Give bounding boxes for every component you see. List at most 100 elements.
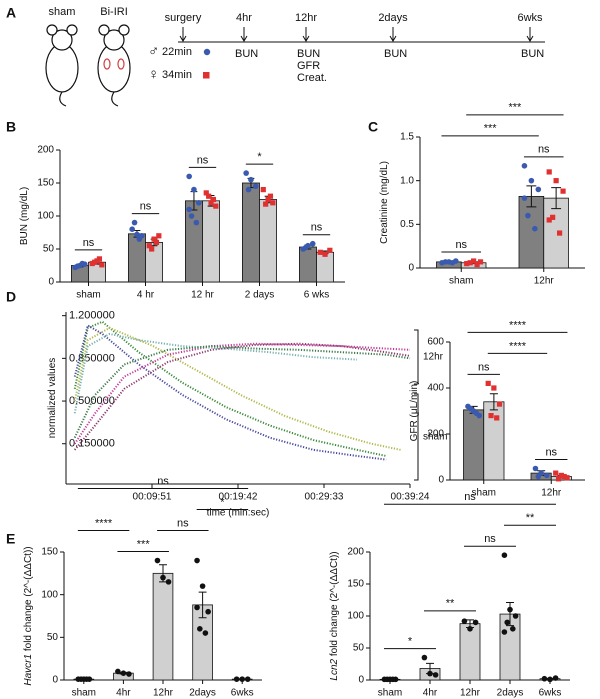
panel-label: A [6,5,16,21]
y-tick-label: 200 [37,145,54,156]
data-point [188,213,195,219]
data-point [521,163,528,169]
data-point [471,258,477,264]
x-tick-label: 2 days [245,290,274,301]
data-point [96,256,103,262]
data-point [309,240,316,247]
y-tick-label: 400 [427,383,444,394]
group-duration: 34min [162,69,192,81]
data-point [564,475,570,481]
data-point [202,630,209,636]
data-point [467,626,473,632]
data-point [245,186,252,193]
data-point [501,552,508,558]
kidney [103,58,111,70]
data-point [265,196,271,203]
male-marker [203,48,211,56]
measure: BUN [521,48,544,60]
mouse-head [51,29,73,51]
data-point [521,195,528,201]
y-tick-label: 200 [347,547,364,558]
bar [152,572,174,681]
gene-name: Havcr1 [23,654,34,686]
group-label: sham [423,432,447,443]
kidney [117,58,125,70]
data-point [472,619,479,626]
significance-label: **** [95,517,113,529]
mice [45,24,131,107]
x-tick-label: sham [449,276,473,287]
panel-label: D [6,289,16,305]
data-point [473,410,480,417]
data-point [92,259,98,265]
x-tick-label: 2days [189,688,216,699]
mouse-label: sham [49,6,76,18]
data-point [126,671,132,677]
x-tick-label: 00:29:33 [305,492,344,503]
y-tick-label: 0.850000 [69,352,115,364]
data-point [165,579,172,585]
error-bar [526,185,537,208]
significance-label: ns [545,446,557,458]
significance-label: ns [538,144,550,156]
data-point [467,260,473,266]
x-tick-label: sham [76,290,100,301]
data-point [550,214,556,220]
data-point [553,178,559,184]
data-point [442,259,449,265]
data-point [153,239,160,245]
x-tick-label: 6wks [231,688,254,699]
data-point [78,676,84,682]
data-point [160,574,166,581]
data-point [390,676,396,683]
timepoint-arrow [179,27,187,42]
data-point [120,670,127,676]
data-point [535,473,542,480]
data-point [213,203,219,209]
y-axis-label: GFR (μL/min) [409,381,420,442]
data-point [244,676,251,682]
y-axis-label: normalized values [47,358,58,439]
bar [483,401,505,481]
y-tick-label: 0.500000 [69,395,115,407]
y-label-text: Creatinine (mg/dL) [379,161,390,244]
data-point [302,244,309,251]
data-point [194,604,200,611]
group-bracket [414,393,419,481]
data-point [129,226,135,232]
y-tick-label: 150 [41,547,58,558]
x-tick-label: 12hr [153,688,174,699]
error-bar [198,591,207,619]
data-point [263,201,269,207]
y-label-text: GFR (μL/min) [409,381,420,442]
data-point [136,236,143,242]
timepoint-label: 2days [378,12,408,24]
measure: BUN [384,48,407,60]
measure: GFR [297,60,320,72]
measure: BUN [297,48,320,60]
data-point [74,263,81,269]
timepoint-arrow [389,27,397,42]
y-tick-label: 0.150000 [69,438,115,450]
significance-label: ns [311,222,323,234]
x-tick-label: sham [378,688,402,699]
data-point [252,183,259,190]
x-tick-label: 4 hr [137,290,155,301]
significance-label: *** [484,123,498,135]
timepoint-arrow [526,27,534,42]
x-tick-label: sham [472,488,496,499]
group-bracket [414,329,419,385]
data-point [555,476,562,482]
data-point [260,187,266,193]
significance-label: **** [509,319,527,331]
data-point [322,251,328,257]
y-tick-label: 100 [37,211,54,222]
data-point [317,249,323,255]
y-axis-label: Lcn2 fold change (2^-(ΔΔCt)) [329,551,340,680]
x-tick-label: 12hr [541,488,562,499]
data-point [561,473,567,480]
x-tick-label: 2days [497,688,524,699]
y-tick-label: 0.5 [400,219,414,230]
data-point [553,470,559,476]
data-point [243,170,249,176]
